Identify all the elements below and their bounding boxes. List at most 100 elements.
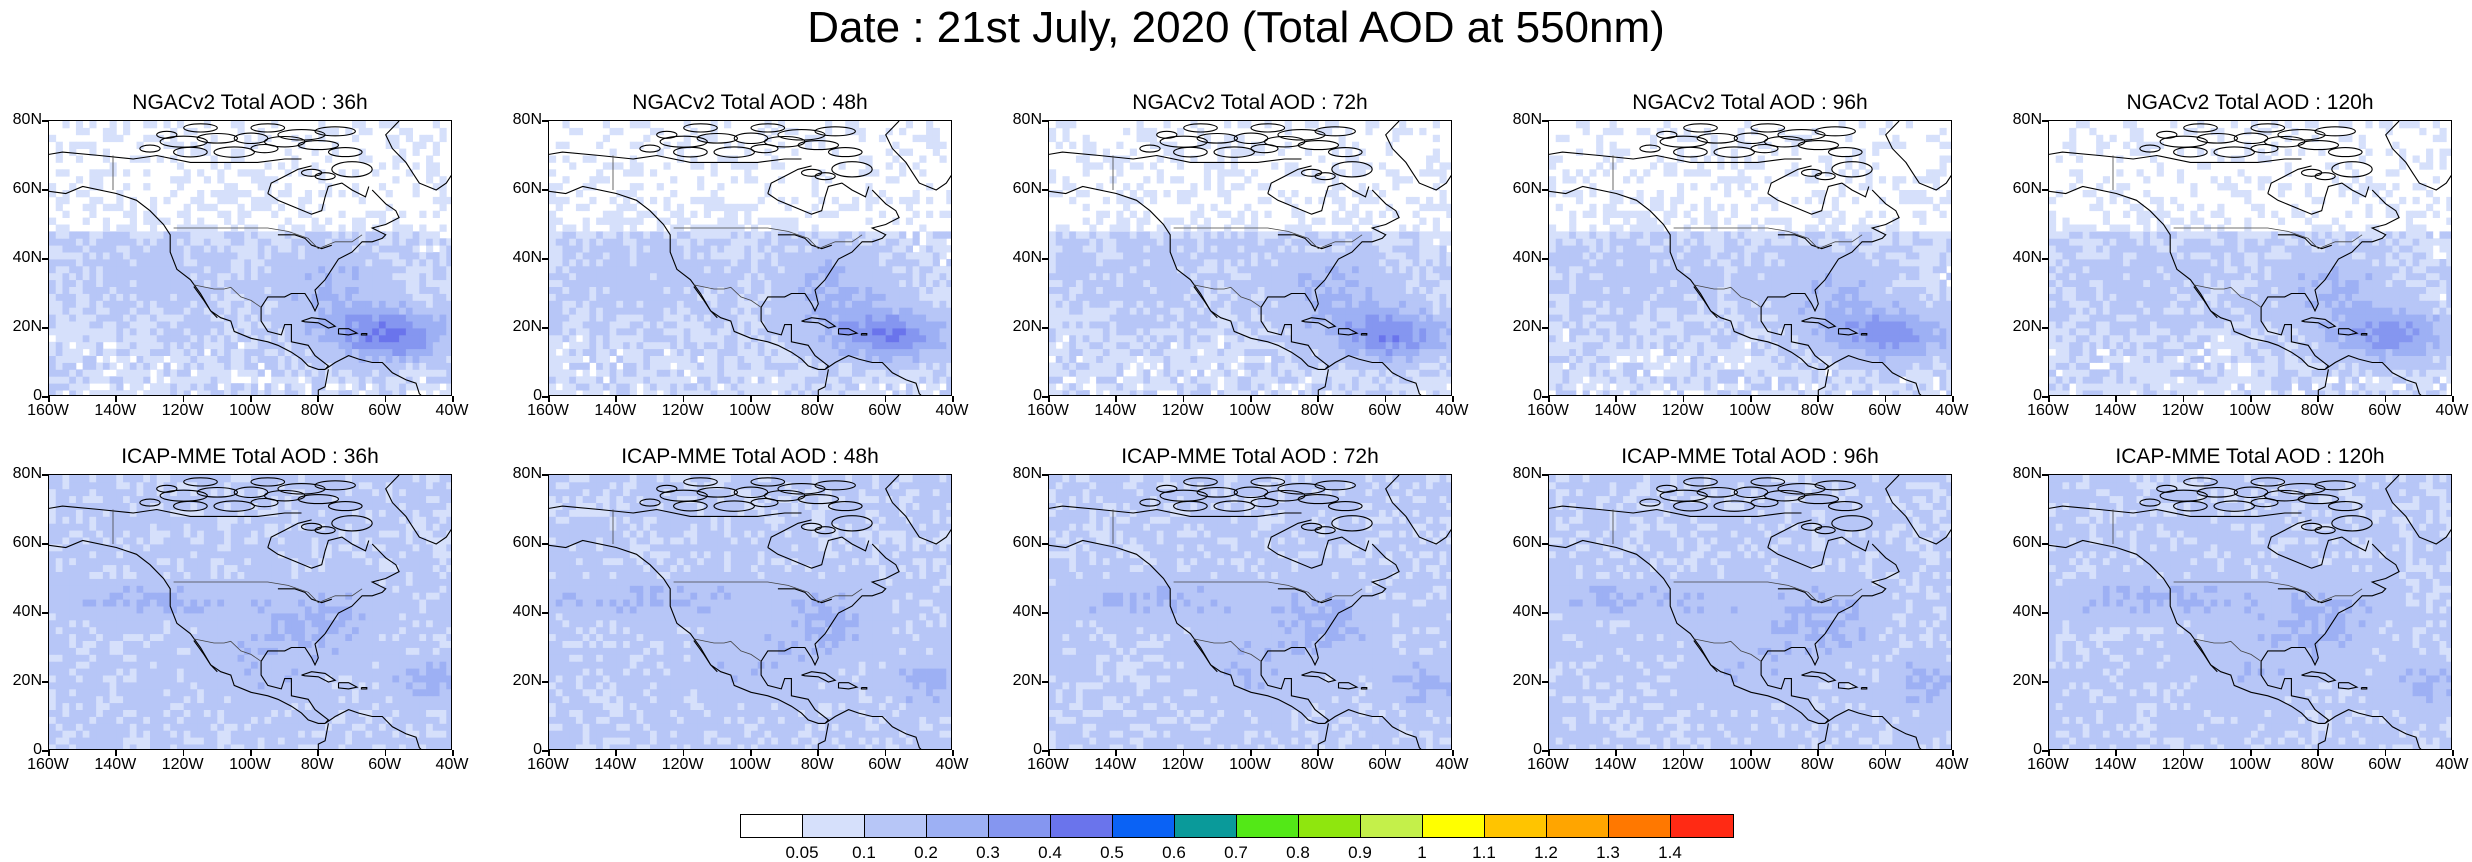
lat-tick-mark xyxy=(1042,258,1048,260)
colorbar-segment xyxy=(1051,815,1113,837)
lat-tick-label: 60N xyxy=(1002,180,1042,198)
lat-tick-label: 0 xyxy=(1502,741,1542,759)
lon-tick-label: 160W xyxy=(518,402,578,420)
colorbar-label: 0.05 xyxy=(777,844,827,862)
panel-title: NGACv2 Total AOD : 96h xyxy=(1548,90,1952,116)
lat-tick-mark xyxy=(42,750,48,752)
lon-tick-mark xyxy=(1615,750,1617,756)
lat-tick-label: 60N xyxy=(502,534,542,552)
lon-tick-label: 140W xyxy=(585,756,645,774)
lat-tick-label: 80N xyxy=(502,465,542,483)
lat-tick-label: 20N xyxy=(2,672,42,690)
lon-tick-label: 80W xyxy=(1287,756,1347,774)
colorbar-segment xyxy=(1237,815,1299,837)
country-borders xyxy=(612,155,863,308)
aod-map xyxy=(549,121,951,395)
lat-tick-label: 60N xyxy=(2,180,42,198)
colorbar-segment xyxy=(1113,815,1175,837)
lon-tick-label: 140W xyxy=(1085,402,1145,420)
lat-tick-label: 80N xyxy=(1502,111,1542,129)
coastlines xyxy=(549,475,951,749)
lat-tick-label: 20N xyxy=(1502,318,1542,336)
coastlines xyxy=(1549,475,1951,749)
lon-tick-mark xyxy=(317,750,319,756)
lon-tick-label: 140W xyxy=(1585,756,1645,774)
lon-tick-label: 120W xyxy=(653,756,713,774)
lat-tick-mark xyxy=(542,189,548,191)
lat-tick-label: 40N xyxy=(502,603,542,621)
lat-tick-mark xyxy=(1042,543,1048,545)
lon-tick-label: 140W xyxy=(2085,756,2145,774)
lon-tick-label: 60W xyxy=(2355,756,2415,774)
panel-title: ICAP-MME Total AOD : 48h xyxy=(548,444,952,470)
lat-tick-mark xyxy=(1042,120,1048,122)
lat-tick-mark xyxy=(42,258,48,260)
lat-tick-label: 0 xyxy=(1002,741,1042,759)
aod-field xyxy=(549,475,951,749)
lon-tick-mark xyxy=(1452,750,1454,756)
lat-tick-mark xyxy=(1042,474,1048,476)
lon-tick-label: 120W xyxy=(2153,402,2213,420)
lon-tick-mark xyxy=(1548,396,1550,402)
country-borders xyxy=(1112,509,1363,662)
lon-tick-mark xyxy=(682,750,685,756)
lon-tick-mark xyxy=(1750,396,1752,402)
country-borders xyxy=(1112,155,1363,308)
colorbar-segment xyxy=(803,815,865,837)
lon-tick-label: 140W xyxy=(85,402,145,420)
panel-title: ICAP-MME Total AOD : 96h xyxy=(1548,444,1952,470)
colorbar-segment xyxy=(1423,815,1485,837)
lon-tick-mark xyxy=(2452,396,2454,402)
colorbar-segment xyxy=(1361,815,1423,837)
lat-tick-label: 60N xyxy=(1502,534,1542,552)
lon-tick-label: 160W xyxy=(2018,756,2078,774)
lon-tick-label: 40W xyxy=(1922,402,1982,420)
lon-tick-label: 80W xyxy=(287,402,347,420)
lon-tick-mark xyxy=(682,396,685,402)
lat-tick-label: 80N xyxy=(1502,465,1542,483)
country-borders xyxy=(1612,155,1863,308)
colorbar-segment xyxy=(927,815,989,837)
lon-tick-label: 100W xyxy=(720,756,780,774)
lat-tick-label: 80N xyxy=(502,111,542,129)
lon-tick-label: 160W xyxy=(2018,402,2078,420)
lon-tick-label: 80W xyxy=(787,756,847,774)
colorbar-label: 1.2 xyxy=(1521,844,1571,862)
lon-tick-label: 40W xyxy=(422,402,482,420)
lon-tick-mark xyxy=(1952,750,1954,756)
lon-tick-label: 60W xyxy=(1355,402,1415,420)
coastlines xyxy=(1049,121,1451,395)
lat-tick-label: 40N xyxy=(1502,249,1542,267)
lon-tick-label: 100W xyxy=(220,756,280,774)
lon-tick-mark xyxy=(952,750,954,756)
lon-tick-mark xyxy=(452,396,454,402)
lon-tick-mark xyxy=(182,750,185,756)
country-borders xyxy=(112,155,363,308)
lon-tick-label: 160W xyxy=(518,756,578,774)
lon-tick-mark xyxy=(1817,750,1819,756)
lat-tick-mark xyxy=(2042,543,2048,545)
lon-tick-mark xyxy=(884,396,887,402)
colorbar-segment xyxy=(741,815,803,837)
lon-tick-label: 60W xyxy=(2355,402,2415,420)
lon-tick-mark xyxy=(2452,750,2454,756)
lat-tick-mark xyxy=(542,258,548,260)
lon-tick-label: 160W xyxy=(1518,756,1578,774)
lon-tick-label: 80W xyxy=(1787,402,1847,420)
lon-tick-mark xyxy=(2048,396,2050,402)
aod-map xyxy=(2049,475,2451,749)
country-borders xyxy=(2112,509,2363,662)
lon-tick-label: 100W xyxy=(1720,756,1780,774)
lat-tick-label: 80N xyxy=(2002,465,2042,483)
map-plot-area xyxy=(1048,474,1452,750)
panel-title: ICAP-MME Total AOD : 72h xyxy=(1048,444,1452,470)
lon-tick-mark xyxy=(2250,396,2252,402)
lon-tick-label: 120W xyxy=(1653,756,1713,774)
lat-tick-mark xyxy=(1042,750,1048,752)
lon-tick-mark xyxy=(1884,750,1887,756)
map-plot-area xyxy=(1548,120,1952,396)
lat-tick-mark xyxy=(42,681,48,683)
colorbar-label: 0.1 xyxy=(839,844,889,862)
lat-tick-mark xyxy=(1542,396,1548,398)
lon-tick-mark xyxy=(1817,396,1819,402)
